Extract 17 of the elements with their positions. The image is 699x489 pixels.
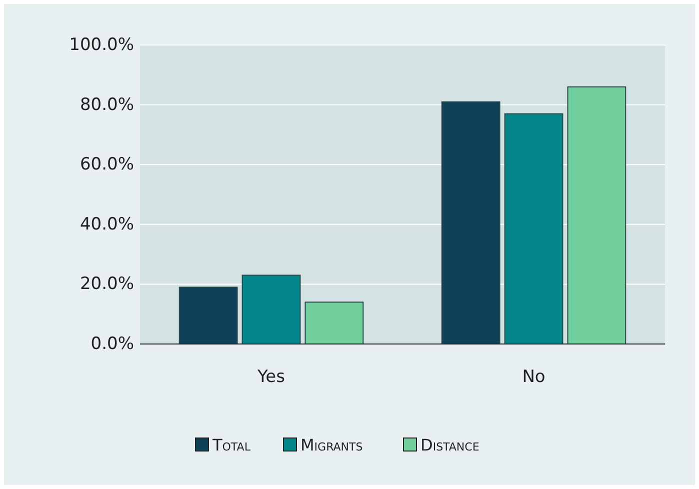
y-tick-label: 100.0% bbox=[69, 35, 134, 55]
bar bbox=[441, 101, 500, 344]
x-tick-label: Yes bbox=[256, 367, 286, 387]
bar bbox=[504, 113, 564, 344]
legend-label: Migrants bbox=[300, 436, 363, 454]
bar bbox=[178, 286, 238, 344]
y-tick-label: 80.0% bbox=[80, 94, 134, 115]
legend-label: Total bbox=[212, 436, 252, 454]
y-tick-label: 60.0% bbox=[80, 154, 134, 175]
y-tick-label: 0.0% bbox=[90, 334, 134, 354]
bar bbox=[567, 86, 626, 344]
x-tick-label: No bbox=[522, 367, 546, 387]
bar bbox=[304, 302, 364, 344]
legend-label: Distance bbox=[420, 436, 480, 454]
y-tick-label: 20.0% bbox=[80, 274, 134, 294]
bar bbox=[242, 274, 301, 344]
y-tick-label: 40.0% bbox=[80, 214, 134, 234]
